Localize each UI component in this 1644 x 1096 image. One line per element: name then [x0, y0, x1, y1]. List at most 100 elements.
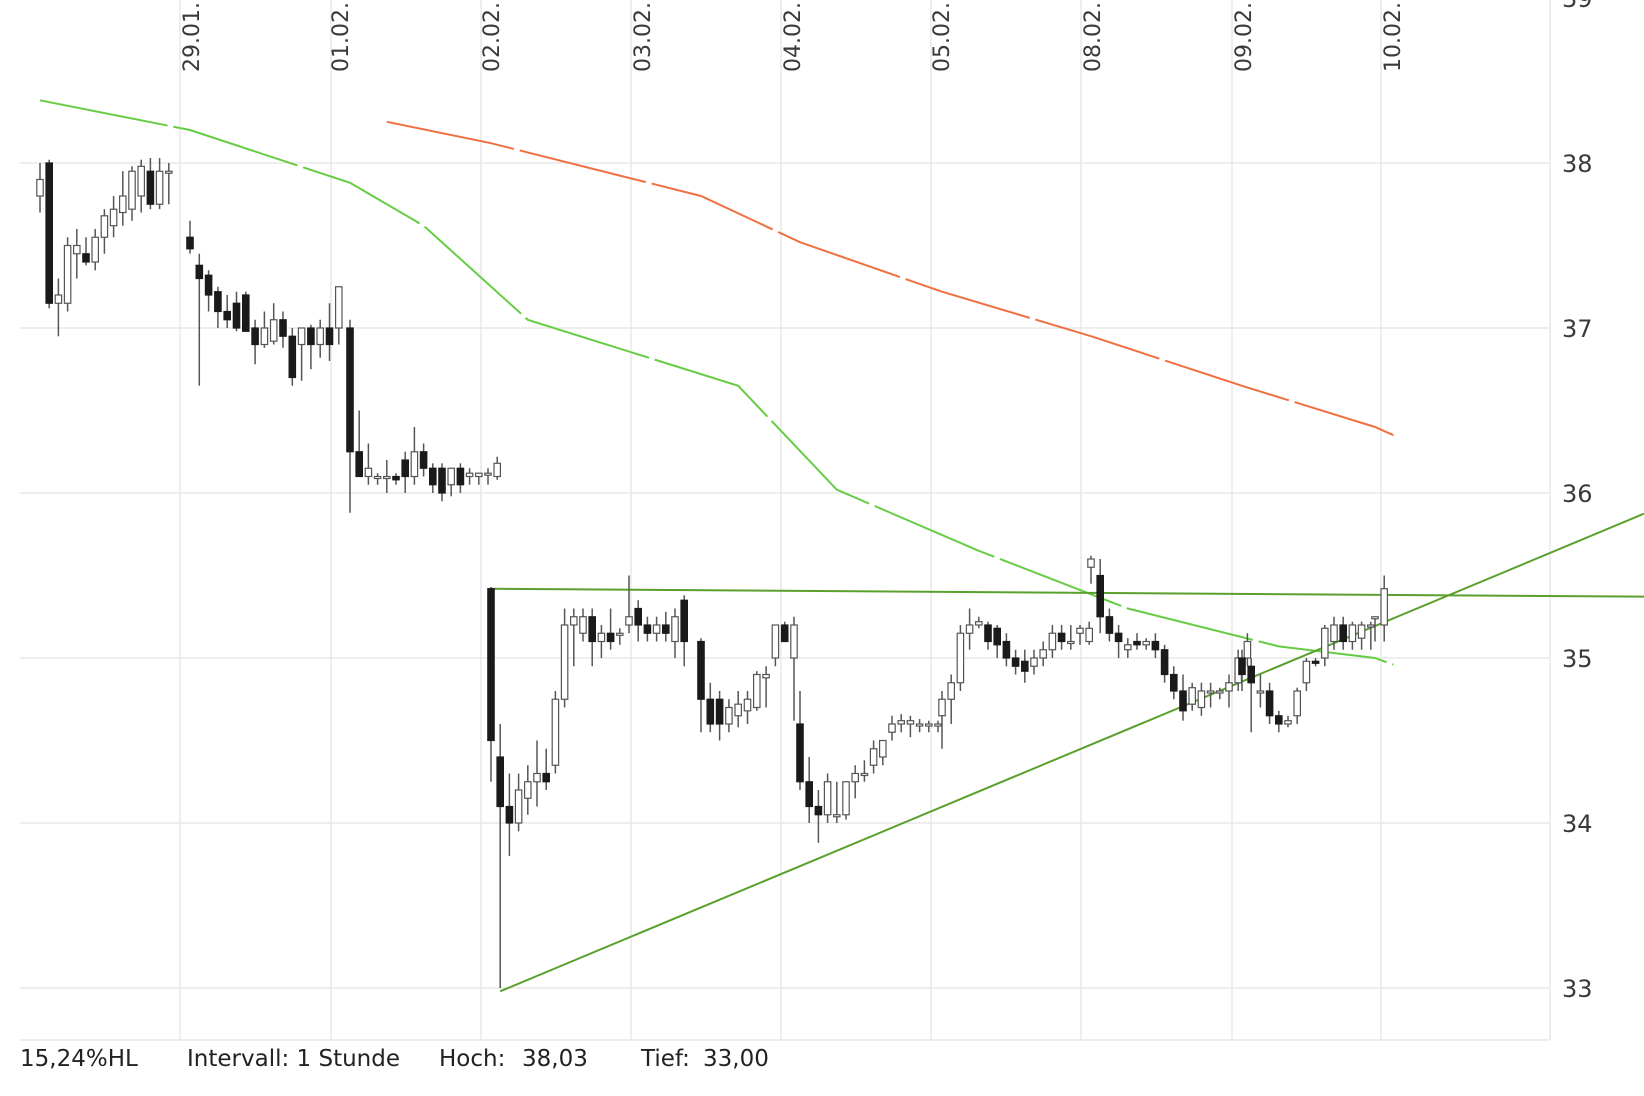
candle-body [725, 706, 733, 725]
candle [897, 714, 906, 733]
candle [165, 163, 173, 205]
candle [965, 608, 974, 650]
candle-body [597, 632, 606, 643]
candle-body [814, 805, 823, 816]
candle [1030, 649, 1038, 675]
candle-body [297, 327, 306, 346]
candle-body [269, 319, 278, 342]
candle-body [1330, 624, 1338, 643]
candle-body [1357, 624, 1366, 639]
candle [551, 691, 560, 774]
candle [915, 719, 924, 733]
candle-body [1339, 624, 1348, 643]
candle-body [551, 698, 560, 766]
x-tick-label: 08.02. [1081, 2, 1106, 72]
candle-body [1371, 616, 1379, 620]
candle-body [45, 162, 54, 304]
candle-body [1057, 632, 1066, 643]
candle-body [1197, 690, 1206, 709]
candle-body [1039, 649, 1048, 659]
candle [906, 715, 915, 738]
candle [1330, 616, 1338, 650]
candle [1225, 674, 1233, 708]
candle-body [438, 467, 446, 494]
candle [288, 328, 297, 386]
candle-body [1030, 657, 1038, 667]
candle-body [355, 451, 364, 478]
candle [465, 468, 474, 485]
candle [606, 608, 615, 650]
candle [1357, 621, 1366, 650]
candle-body [1348, 624, 1357, 643]
candle [1320, 625, 1329, 667]
candle [373, 473, 382, 485]
candle [401, 451, 410, 493]
candle-body [429, 467, 437, 486]
candle [146, 158, 155, 210]
candle [204, 270, 213, 312]
candle [493, 456, 502, 480]
candle-body [279, 319, 287, 337]
candle-body [956, 632, 965, 684]
candle [671, 608, 679, 658]
candle-body [373, 475, 382, 480]
x-tick-label: 01.02. [329, 2, 354, 72]
candle [947, 674, 956, 724]
candle-body [36, 178, 44, 197]
candle-body [680, 599, 689, 643]
candle [383, 460, 391, 493]
candle-body [1076, 627, 1084, 634]
candle [1057, 625, 1066, 650]
y-tick-label: 35 [1562, 645, 1593, 673]
candle [484, 468, 492, 485]
candle-body [869, 748, 878, 766]
candle-body [493, 462, 502, 478]
candle [851, 765, 860, 799]
x-tick-label: 03.02. [631, 2, 656, 72]
low-label: Tief: [641, 1046, 690, 1072]
candle-body [186, 236, 194, 250]
candle-body [842, 781, 850, 816]
candle-body [1274, 715, 1283, 725]
candle-body [897, 720, 906, 725]
candle [842, 781, 850, 820]
candle [1284, 715, 1292, 728]
candle-body [1142, 640, 1151, 646]
candle [1238, 649, 1246, 691]
candle [260, 311, 269, 348]
candle [63, 237, 72, 312]
candle [1302, 658, 1311, 691]
candle [974, 616, 983, 629]
candle-body [325, 327, 334, 346]
candle-body [1265, 690, 1274, 717]
candle-body [1048, 632, 1057, 651]
candle [186, 220, 194, 254]
candle-body [851, 772, 860, 783]
candle-body [242, 294, 250, 332]
candle-body [697, 640, 705, 700]
candle [762, 666, 770, 708]
candle [307, 324, 315, 370]
candle-body [475, 472, 483, 478]
candle-body [1151, 640, 1160, 651]
candle-body [419, 451, 428, 469]
candle [1160, 644, 1169, 683]
candle-body [652, 624, 661, 634]
candle-body [223, 310, 232, 321]
candle-body [346, 327, 354, 453]
candle [706, 682, 715, 733]
candle-body [671, 616, 679, 643]
candle [533, 740, 541, 807]
candle [214, 286, 222, 328]
candle-body [456, 467, 465, 486]
candle-body [924, 723, 933, 727]
candle [1169, 666, 1178, 700]
candle [100, 209, 109, 254]
candle [1371, 616, 1379, 642]
x-tick-label: 05.02. [930, 2, 955, 72]
candle [715, 691, 724, 741]
y-tick-label: 39 [1562, 0, 1593, 13]
candle [1085, 621, 1094, 645]
candle [316, 319, 325, 358]
